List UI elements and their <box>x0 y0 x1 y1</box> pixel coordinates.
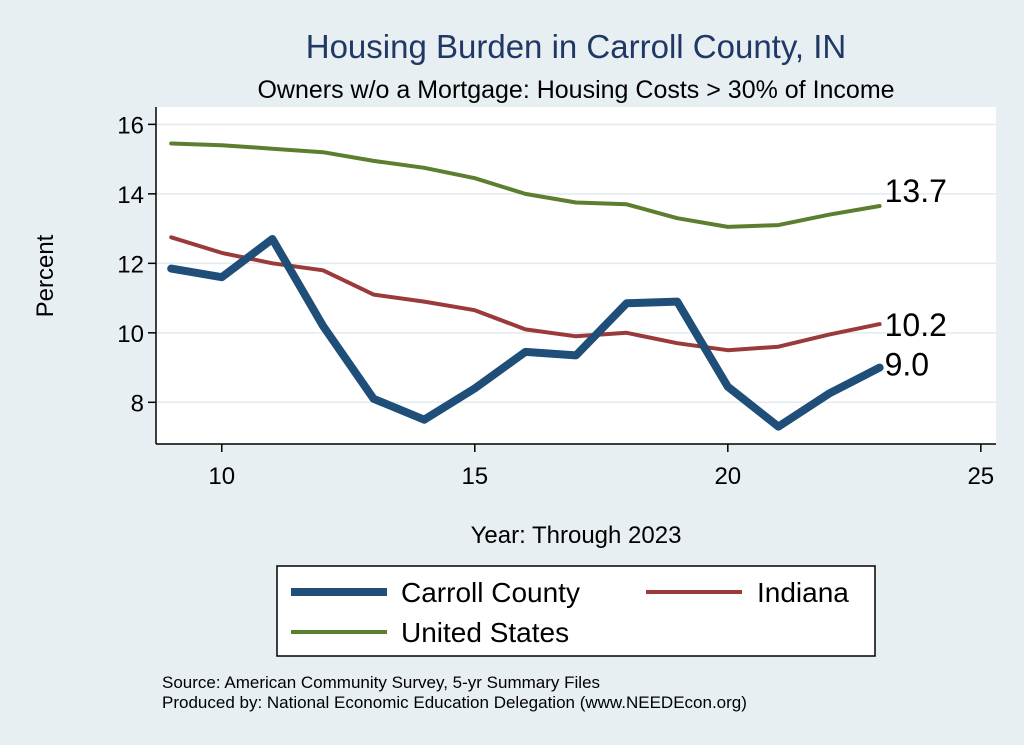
y-axis-title: Percent <box>32 234 59 317</box>
data-point-carroll-county-17 <box>575 354 577 357</box>
data-point-united-states-22 <box>828 213 831 216</box>
data-point-carroll-county-9 <box>170 267 173 270</box>
x-tick-label-15: 15 <box>461 463 488 490</box>
legend-box <box>276 565 876 657</box>
data-point-united-states-14 <box>423 166 426 169</box>
data-point-indiana-10 <box>220 251 223 254</box>
legend-label-indiana: Indiana <box>757 577 849 608</box>
data-point-united-states-19 <box>676 217 679 220</box>
data-point-indiana-17 <box>575 335 577 338</box>
data-point-united-states-9 <box>170 142 173 145</box>
y-tick-label-8: 8 <box>131 390 144 417</box>
data-point-carroll-county-22 <box>828 392 831 395</box>
y-axis-ticks: 8 10 12 14 16 <box>117 112 156 417</box>
x-tick-label-10: 10 <box>208 463 235 490</box>
data-point-carroll-county-20 <box>726 385 729 388</box>
legend-label-carroll-county: Carroll County <box>401 577 580 608</box>
data-point-carroll-county-21 <box>777 425 780 428</box>
y-tick-label-12: 12 <box>117 251 144 278</box>
data-point-indiana-19 <box>676 342 679 345</box>
producer-note: Produced by: National Economic Education… <box>162 693 747 712</box>
end-label-indiana: 10.2 <box>885 307 947 343</box>
legend: Carroll County Indiana United States <box>276 565 876 657</box>
data-point-indiana-11 <box>271 262 274 265</box>
data-point-carroll-county-16 <box>524 350 527 353</box>
data-point-indiana-12 <box>321 269 324 272</box>
data-point-united-states-16 <box>524 192 527 195</box>
y-tick-label-14: 14 <box>117 182 144 209</box>
data-point-carroll-county-18 <box>625 302 628 305</box>
data-point-united-states-18 <box>625 203 628 206</box>
data-point-united-states-15 <box>473 177 476 180</box>
data-point-indiana-20 <box>726 349 729 352</box>
data-point-indiana-16 <box>524 328 527 331</box>
data-point-carroll-county-19 <box>676 300 679 303</box>
data-point-carroll-county-12 <box>321 324 324 327</box>
data-point-indiana-21 <box>777 345 780 348</box>
data-point-united-states-12 <box>321 151 324 154</box>
x-tick-label-25: 25 <box>967 463 994 490</box>
data-point-indiana-22 <box>828 333 831 336</box>
data-point-carroll-county-13 <box>372 397 375 400</box>
data-point-carroll-county-10 <box>220 276 223 279</box>
data-point-indiana-14 <box>423 300 426 303</box>
legend-label-united-states: United States <box>401 617 569 648</box>
x-axis-title: Year: Through 2023 <box>471 522 682 549</box>
y-tick-label-10: 10 <box>117 321 144 348</box>
data-point-united-states-21 <box>777 224 780 227</box>
plot-area <box>156 107 996 444</box>
source-note: Source: American Community Survey, 5-yr … <box>162 673 600 692</box>
data-point-carroll-county-15 <box>473 387 476 390</box>
data-point-carroll-county-11 <box>271 238 274 241</box>
data-point-indiana-23 <box>878 323 881 326</box>
data-point-indiana-18 <box>625 331 628 334</box>
data-point-united-states-11 <box>271 147 274 150</box>
end-label-united-states: 13.7 <box>885 173 947 209</box>
data-point-united-states-13 <box>372 159 375 162</box>
x-tick-label-20: 20 <box>714 463 741 490</box>
data-point-carroll-county-23 <box>878 366 881 369</box>
gridlines <box>156 123 996 404</box>
data-point-indiana-13 <box>372 293 375 296</box>
data-point-carroll-county-14 <box>423 418 426 421</box>
x-axis-ticks: 10 15 20 25 <box>208 444 994 490</box>
data-point-indiana-9 <box>170 236 173 239</box>
data-point-united-states-17 <box>575 201 577 204</box>
chart-subtitle: Owners w/o a Mortgage: Housing Costs > 3… <box>257 76 894 104</box>
chart-title: Housing Burden in Carroll County, IN <box>306 28 846 65</box>
y-tick-label-16: 16 <box>117 112 144 139</box>
data-point-united-states-23 <box>878 205 881 208</box>
data-point-united-states-10 <box>220 144 223 147</box>
end-label-carroll-county: 9.0 <box>885 347 929 383</box>
data-point-indiana-15 <box>473 309 476 312</box>
end-labels: 13.7 10.2 9.0 <box>885 173 947 383</box>
data-point-united-states-20 <box>726 225 729 228</box>
series-lines <box>167 141 884 431</box>
